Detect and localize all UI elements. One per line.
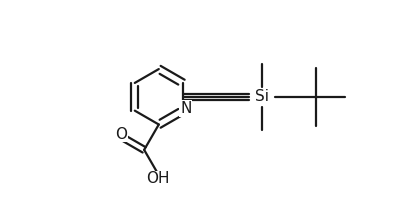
- Text: N: N: [180, 101, 192, 116]
- Text: Si: Si: [255, 89, 269, 104]
- Text: O: O: [116, 126, 128, 142]
- Text: OH: OH: [146, 171, 169, 186]
